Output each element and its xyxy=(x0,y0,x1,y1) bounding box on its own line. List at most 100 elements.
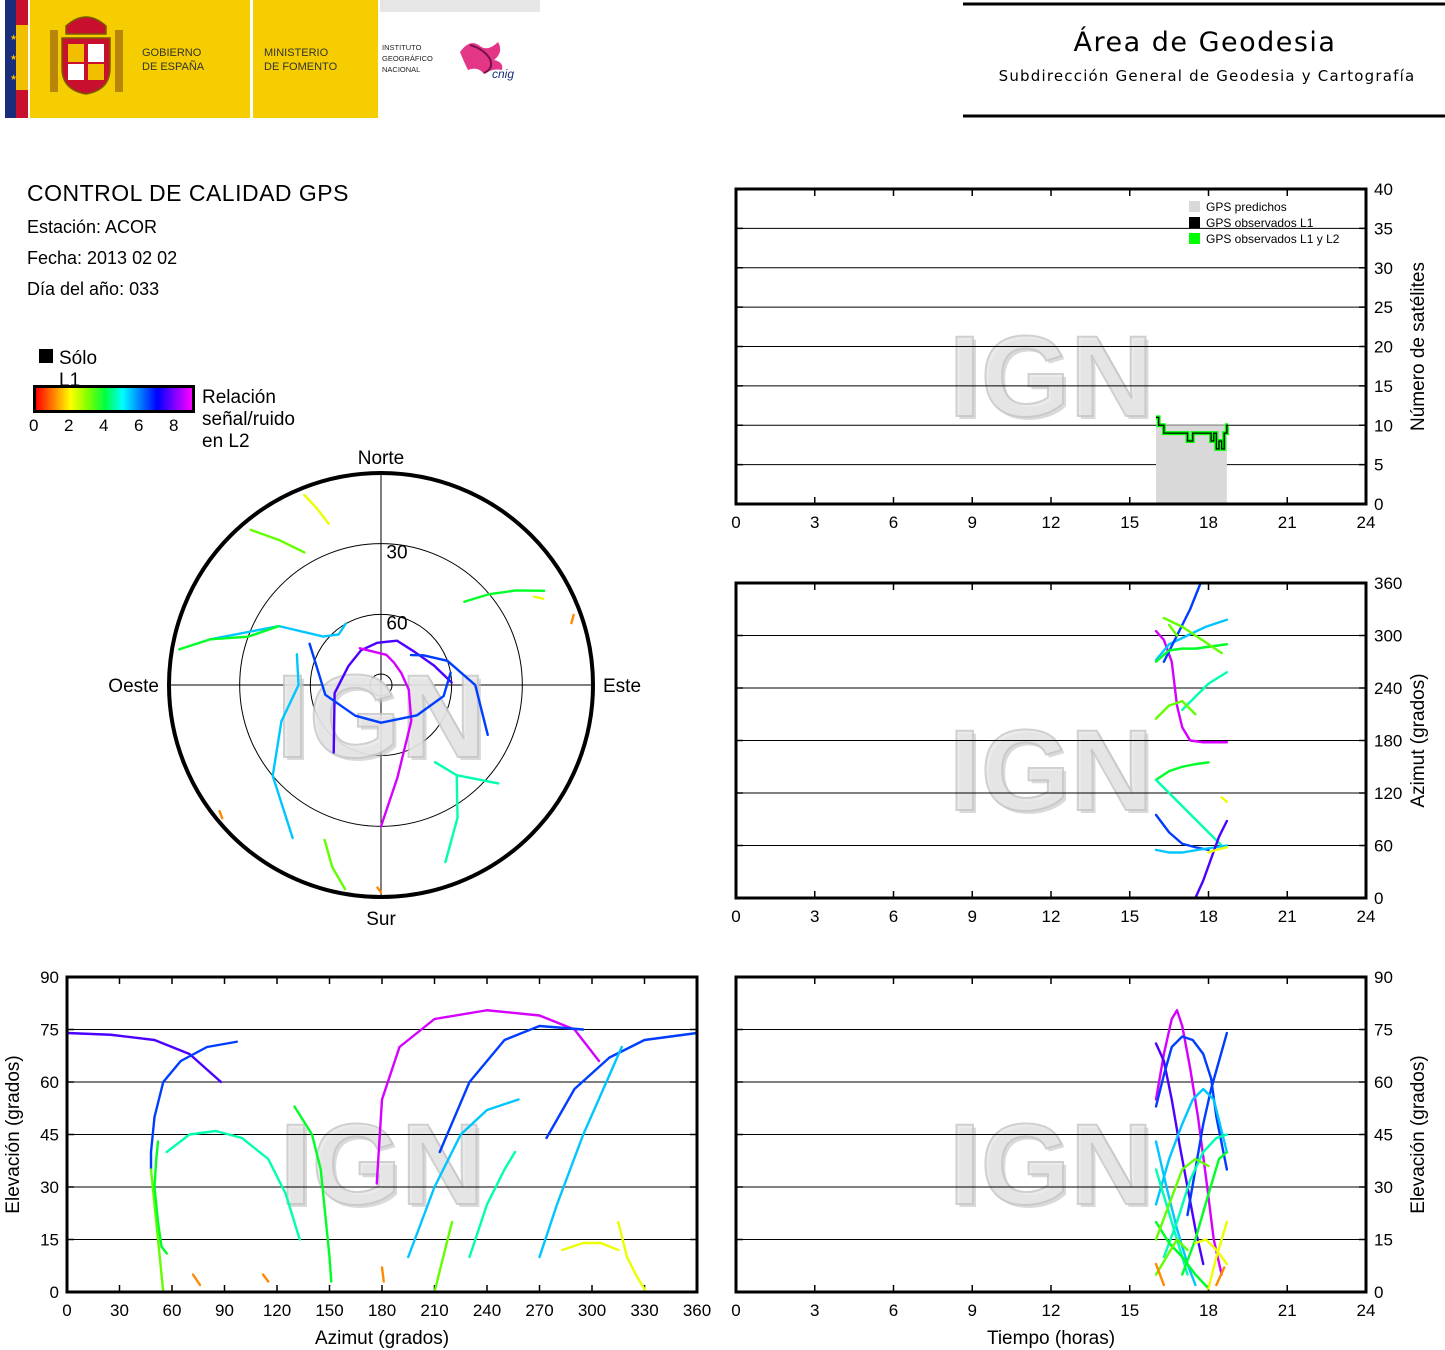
svg-text:★: ★ xyxy=(10,53,17,62)
observed-l1l2-line xyxy=(1156,415,1229,451)
area-title: Área de Geodesia xyxy=(1074,26,1337,58)
y-tick-label: 0 xyxy=(1374,495,1383,514)
satellite-track xyxy=(303,493,330,525)
cardinal-north: Norte xyxy=(358,448,404,469)
y-tick-label: 60 xyxy=(1374,1073,1393,1092)
satellite-track xyxy=(433,1220,454,1294)
satellite-track xyxy=(1154,1009,1223,1276)
satellite-track xyxy=(1186,1031,1229,1217)
satellite-track xyxy=(218,809,224,820)
y-tick-label: 30 xyxy=(1374,1178,1393,1197)
legend-label: GPS predichos xyxy=(1206,200,1287,214)
y-tick-label: 120 xyxy=(1374,784,1402,803)
x-tick-label: 0 xyxy=(731,513,740,532)
zenith-ring xyxy=(369,673,393,697)
snr-colorbar xyxy=(33,385,195,413)
satellite-track xyxy=(308,642,452,724)
x-tick-label: 270 xyxy=(525,1301,553,1320)
x-tick-label: 21 xyxy=(1278,513,1297,532)
watermark: IGN xyxy=(276,651,486,783)
x-tick-label: 15 xyxy=(1120,513,1139,532)
satellite-track xyxy=(1194,819,1229,900)
y-tick-label: 300 xyxy=(1374,627,1402,646)
x-tick-label: 330 xyxy=(630,1301,658,1320)
satellite-track xyxy=(358,647,413,828)
snr-label: Relación señal/ruido en L2 xyxy=(202,387,295,452)
station-label: Estación: ACOR xyxy=(27,217,158,237)
min-line2: DE FOMENTO xyxy=(264,61,338,73)
watermark: IGN xyxy=(949,1101,1153,1229)
satellite-track xyxy=(1154,618,1229,662)
y-tick-label: 30 xyxy=(40,1178,59,1197)
plot-frame xyxy=(734,187,1368,506)
report-title: CONTROL DE CALIDAD GPS xyxy=(27,180,349,206)
x-tick-label: 12 xyxy=(1042,907,1061,926)
y-tick-label: 25 xyxy=(1374,298,1393,317)
cardinal-east: Este xyxy=(603,676,641,697)
satellite-track xyxy=(1154,1262,1166,1287)
y-tick-label: 5 xyxy=(1374,456,1383,475)
coat-of-arms-icon xyxy=(50,16,123,95)
y-tick-label: 0 xyxy=(1374,889,1383,908)
y-axis-label: Número de satélites xyxy=(1408,262,1429,431)
satellite-track xyxy=(1162,581,1202,663)
x-tick-label: 60 xyxy=(163,1301,182,1320)
satellite-track xyxy=(444,774,459,864)
satellite-track xyxy=(1154,699,1197,720)
y-tick-label: 45 xyxy=(40,1126,59,1145)
y-tick-label: 40 xyxy=(1374,180,1393,199)
satellite-track xyxy=(463,589,546,603)
satellite-track xyxy=(1154,1035,1229,1171)
x-tick-label: 120 xyxy=(263,1301,291,1320)
y-tick-label: 15 xyxy=(40,1231,59,1250)
satellite-track xyxy=(532,595,545,600)
satellite-track xyxy=(1154,1238,1189,1276)
x-tick-label: 9 xyxy=(968,907,977,926)
info-panel: CONTROL DE CALIDAD GPS Estación: ACOR Fe… xyxy=(27,180,349,300)
satellite-track xyxy=(1154,1157,1210,1241)
y-tick-label: 0 xyxy=(50,1283,59,1302)
inst-line1: INSTITUTO xyxy=(382,43,422,52)
y-tick-label: 90 xyxy=(1374,968,1393,987)
watermark-shadow: IGN xyxy=(952,1104,1156,1232)
x-tick-label: 6 xyxy=(889,513,898,532)
x-tick-label: 24 xyxy=(1357,513,1376,532)
x-tick-label: 360 xyxy=(683,1301,711,1320)
satellite-track xyxy=(1162,1133,1229,1259)
snr-tick-2: 2 xyxy=(64,416,74,435)
plot-frame xyxy=(734,975,1368,1294)
x-tick-label: 21 xyxy=(1278,1301,1297,1320)
x-tick-label: 12 xyxy=(1042,513,1061,532)
cardinal-west: Oeste xyxy=(108,676,159,697)
y-tick-label: 360 xyxy=(1374,574,1402,593)
x-tick-label: 300 xyxy=(578,1301,606,1320)
watermark: IGN xyxy=(949,707,1153,835)
cardinal-south: Sur xyxy=(366,909,396,930)
area-subtitle: Subdirección General de Geodesia y Carto… xyxy=(999,67,1416,85)
y-tick-label: 60 xyxy=(1374,837,1393,856)
satellite-track xyxy=(153,1140,168,1255)
x-tick-label: 21 xyxy=(1278,907,1297,926)
y-tick-label: 240 xyxy=(1374,679,1402,698)
satellite-track xyxy=(177,624,281,651)
x-tick-label: 9 xyxy=(968,1301,977,1320)
x-tick-label: 12 xyxy=(1042,1301,1061,1320)
satellite-track xyxy=(293,1105,333,1283)
cnig-logo-text: cnig xyxy=(492,67,514,81)
x-tick-label: 18 xyxy=(1199,1301,1218,1320)
y-tick-label: 15 xyxy=(1374,377,1393,396)
satellite-track xyxy=(617,1220,648,1294)
satellite-track xyxy=(1207,1220,1229,1290)
svg-text:★: ★ xyxy=(10,33,17,42)
satellite-track xyxy=(407,1098,520,1259)
satellite-track xyxy=(1194,1238,1229,1266)
satellite-track xyxy=(1154,1220,1210,1290)
x-tick-label: 15 xyxy=(1120,907,1139,926)
satellite-track xyxy=(149,1040,238,1171)
watermark-shadow: IGN xyxy=(952,710,1156,838)
predicted-bar xyxy=(1156,425,1227,504)
satellite-track xyxy=(1181,671,1229,712)
